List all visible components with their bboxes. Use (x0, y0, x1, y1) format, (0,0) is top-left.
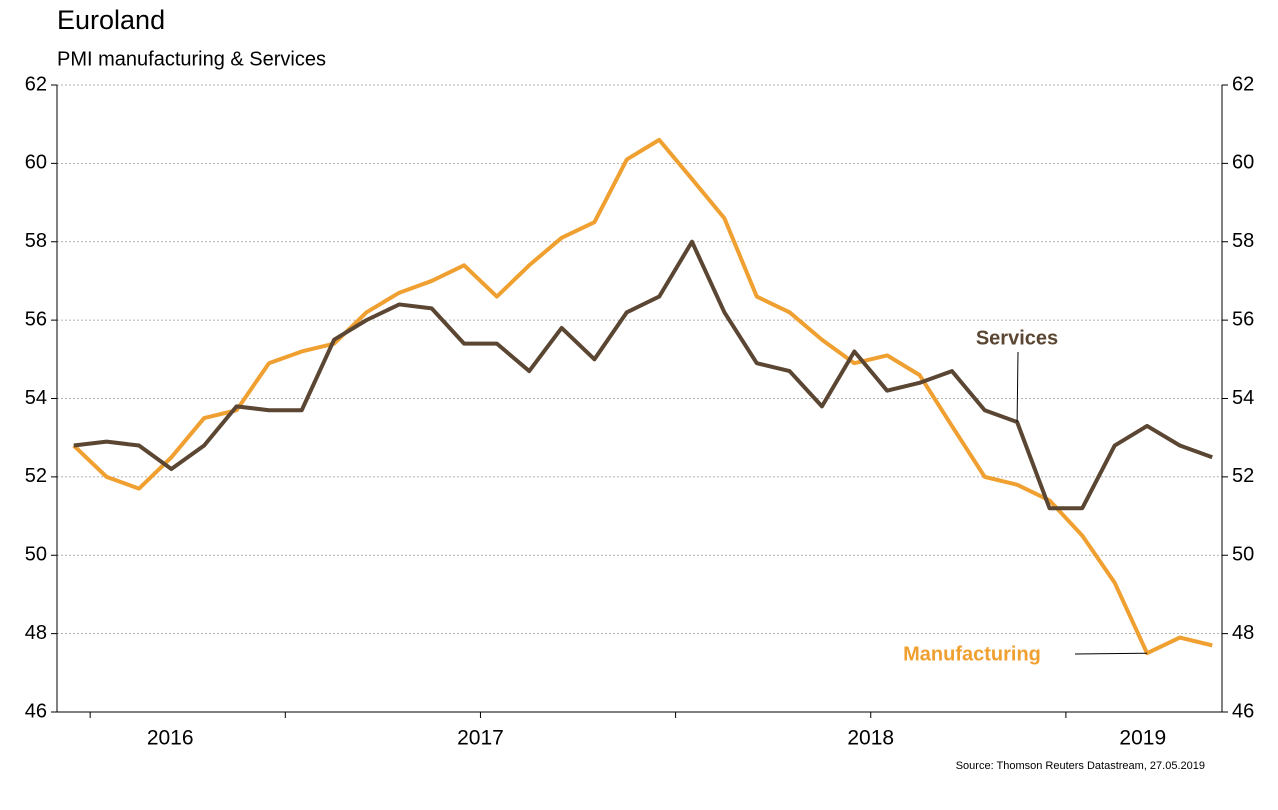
annotation-leader (1016, 351, 1019, 423)
chart-title: Euroland (57, 5, 165, 35)
y2-tick-label: 54 (1232, 387, 1254, 409)
y2-tick-label: 50 (1232, 544, 1254, 566)
series-line (72, 137, 1213, 656)
x-tick-label: 2019 (1119, 727, 1166, 750)
series-line (73, 239, 1213, 511)
x-tick-label: 2016 (147, 727, 194, 750)
y-tick-label: 54 (25, 387, 47, 409)
chart-subtitle: PMI manufacturing & Services (57, 48, 326, 70)
y-tick-label: 56 (25, 308, 47, 330)
y2-tick-label: 52 (1232, 465, 1254, 487)
y-tick-label: 46 (25, 700, 47, 722)
y-tick-label: 58 (25, 230, 47, 252)
y-tick-label: 48 (25, 622, 47, 644)
y2-tick-label: 48 (1232, 622, 1254, 644)
y2-tick-label: 46 (1232, 700, 1254, 722)
annotation: Services (976, 327, 1058, 349)
y2-tick-label: 58 (1232, 230, 1254, 252)
x-tick-label: 2017 (457, 727, 504, 750)
y-tick-label: 62 (25, 73, 47, 95)
annotation: Manufacturing (903, 643, 1041, 665)
y-tick-label: 50 (25, 544, 47, 566)
source-note: Source: Thomson Reuters Datastream, 27.0… (956, 760, 1205, 772)
y-tick-label: 60 (25, 152, 47, 174)
x-tick-label: 2018 (847, 727, 894, 750)
y2-tick-label: 56 (1232, 308, 1254, 330)
y2-tick-label: 62 (1232, 73, 1254, 95)
y2-tick-label: 60 (1232, 152, 1254, 174)
y-tick-label: 52 (25, 465, 47, 487)
annotation-leader (1074, 652, 1148, 655)
